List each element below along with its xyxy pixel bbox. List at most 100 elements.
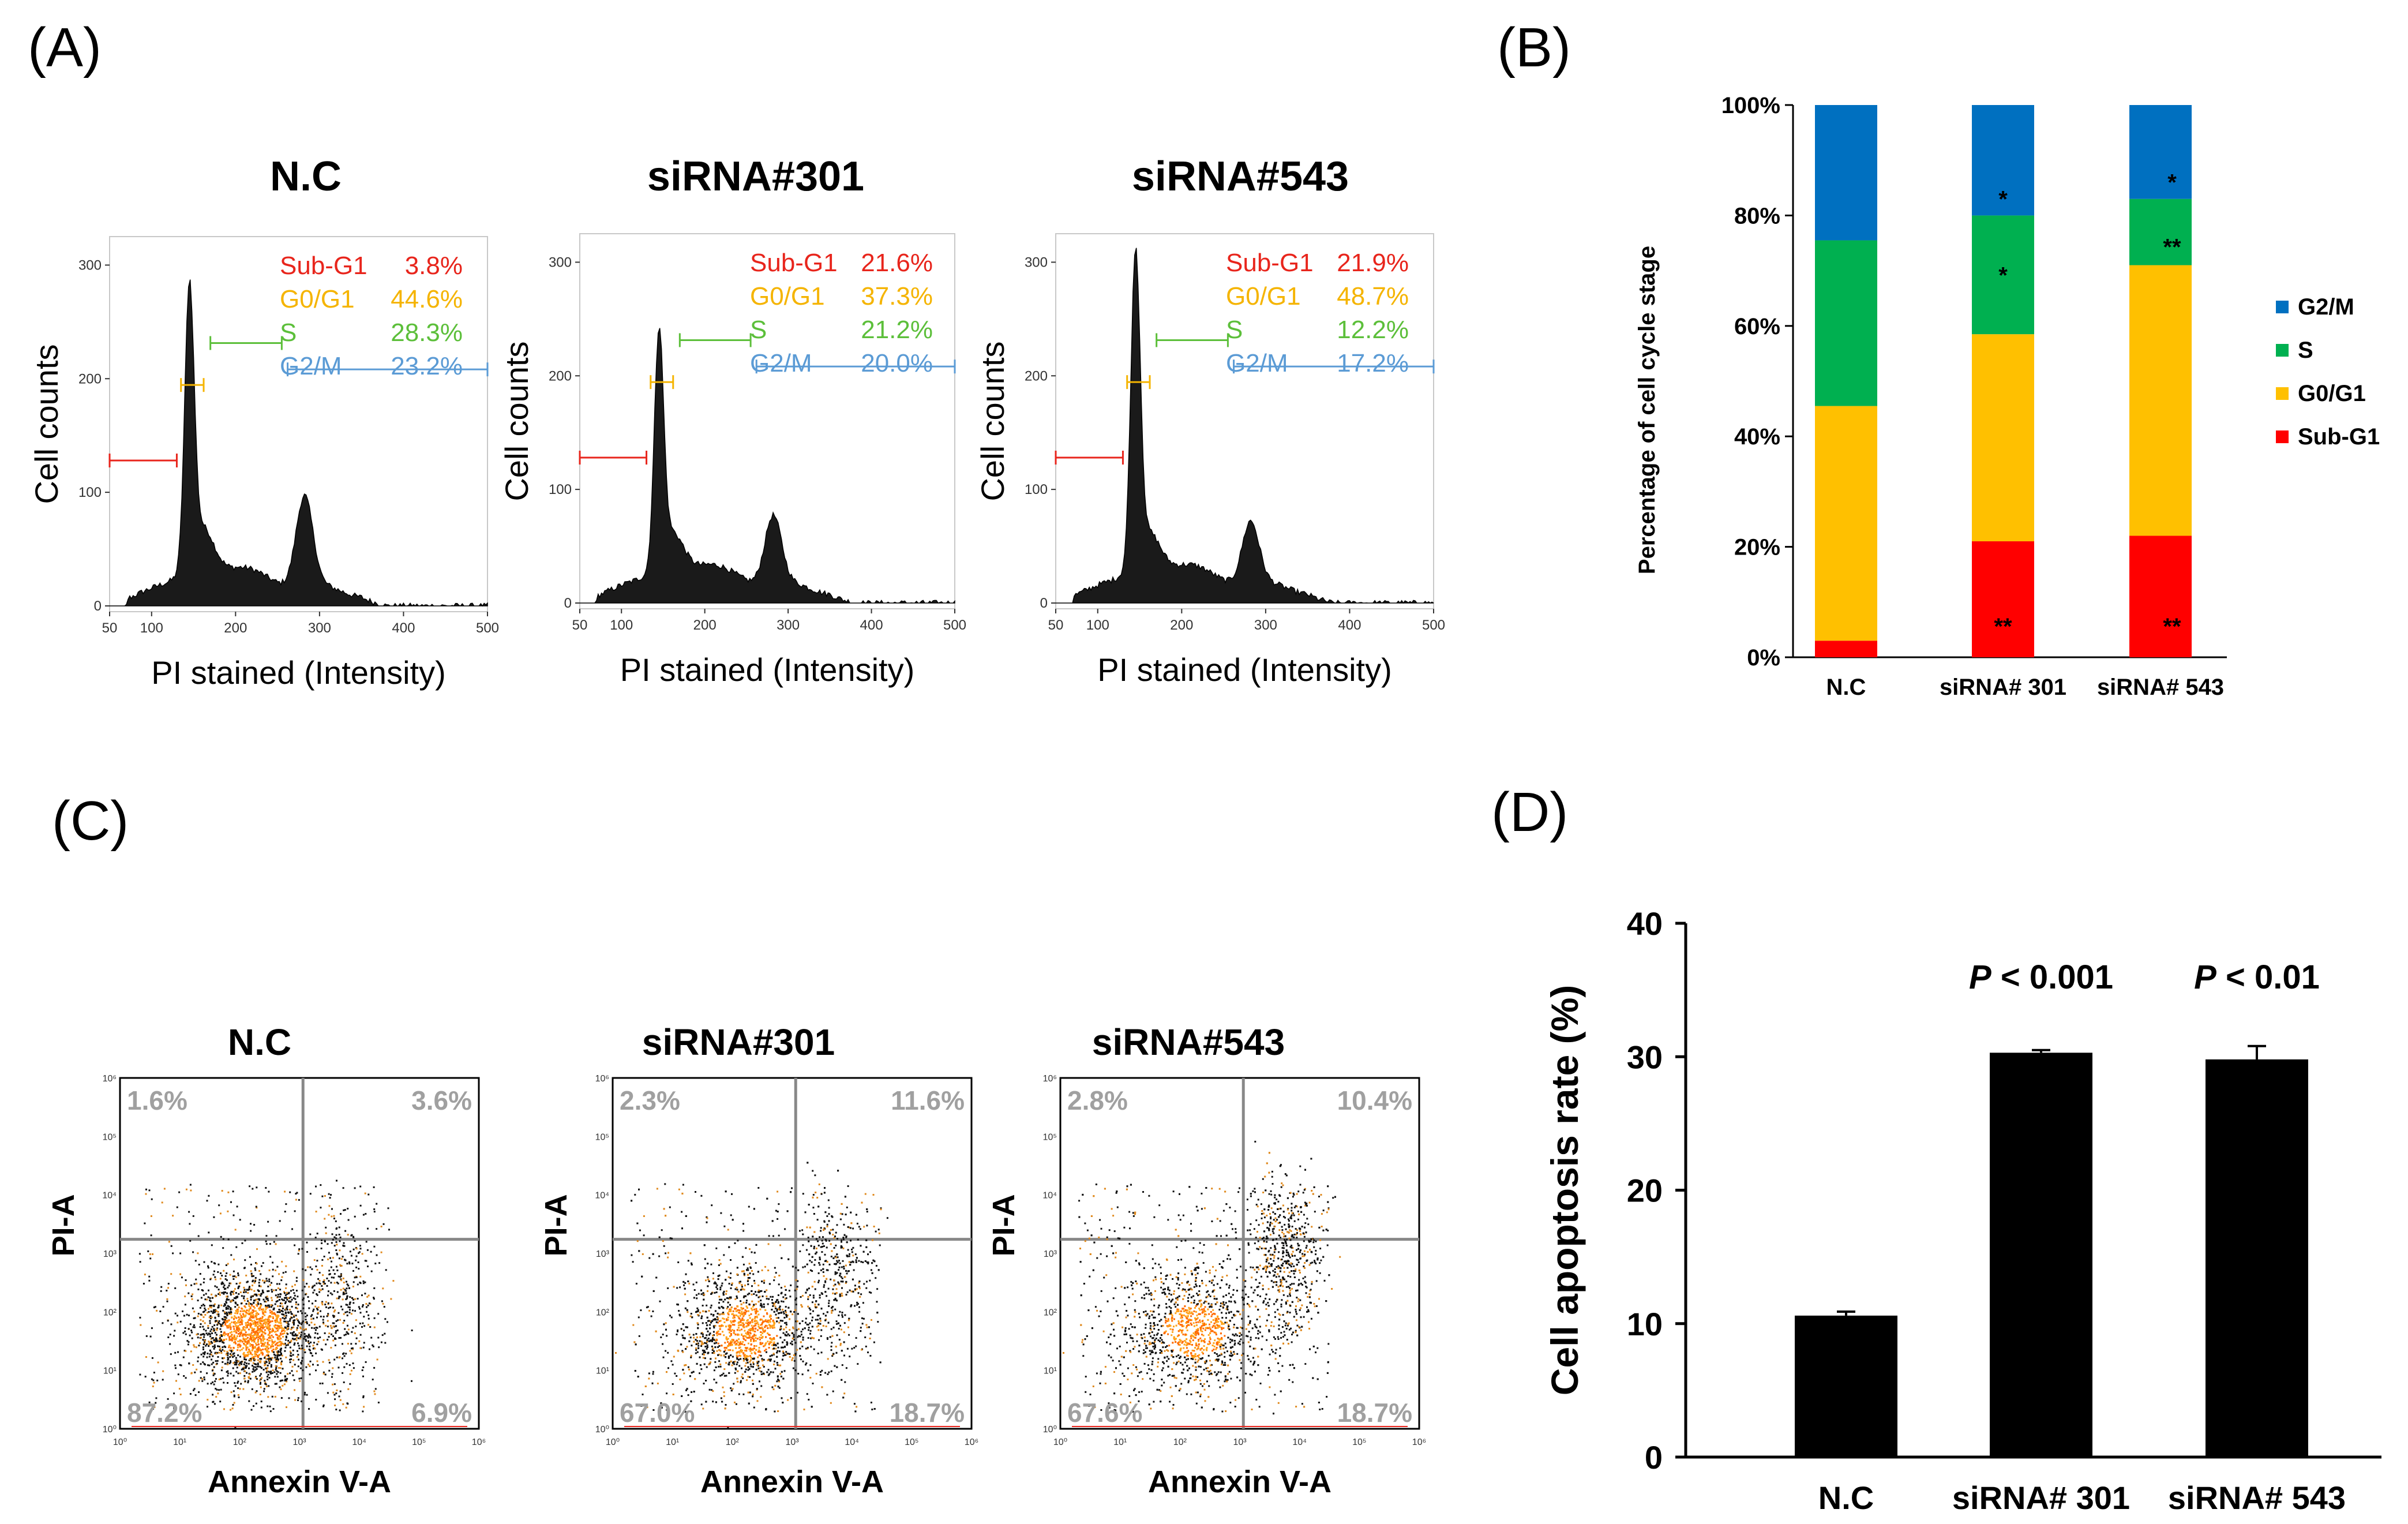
scatter-point [683,1284,685,1286]
scatter-point [275,1343,277,1345]
scatter-point [245,1349,247,1351]
scatter-point [728,1372,730,1374]
scatter-point [849,1289,851,1291]
scatter-point [345,1406,347,1409]
scatter-point [262,1298,265,1301]
scatter-point [194,1371,196,1373]
scatter-point [727,1297,730,1300]
scatter-point [836,1224,838,1226]
scatter-point [209,1278,212,1280]
scatter-point [219,1294,221,1296]
scatter-point [242,1367,244,1369]
scatter-point [836,1272,838,1274]
scatter-point [740,1349,742,1351]
scatter-point [658,1255,661,1257]
scatter-point [790,1397,792,1399]
scatter-point [228,1349,231,1351]
scatter-point [285,1335,287,1338]
scatter-point [751,1270,753,1272]
scatter-point [283,1332,286,1334]
scatter-point [279,1336,281,1338]
scatter-point [705,1279,707,1282]
scatter-point [835,1320,838,1323]
scatter-point [666,1392,668,1395]
scatter-point [260,1352,262,1354]
scatter-point [269,1405,271,1407]
scatter-point [197,1235,200,1237]
scatter-point [693,1340,695,1343]
scatter-point [315,1211,317,1213]
scatter-point [732,1339,734,1341]
scatter-point [209,1330,212,1332]
x-tick-label: 50 [1048,617,1064,633]
scatter-point [297,1253,299,1255]
scatter-point [249,1312,252,1315]
scatter-point [752,1273,755,1275]
scatter-point [662,1240,664,1242]
scatter-point [286,1377,288,1380]
scatter-point [824,1253,826,1256]
quadrant-lower-left: 87.2% [127,1398,202,1428]
scatter-point [886,1217,888,1219]
scatter-point [355,1325,357,1328]
y-axis-label: Percentage of cell cycle stage [1634,246,1660,574]
scatter-point [268,1304,270,1306]
scatter-point [271,1331,273,1333]
scatter-point [153,1372,155,1374]
scatter-point [268,1280,271,1283]
scatter-point [280,1302,282,1305]
scatter-point [229,1335,231,1338]
scatter-point [865,1287,868,1289]
scatter-point [284,1380,286,1381]
scatter-point [209,1349,211,1351]
scatter-point [736,1297,738,1299]
scatter-point [343,1313,345,1315]
scatter-point [861,1201,863,1204]
y-tick-label: 300 [78,257,102,273]
scatter-point [850,1304,853,1306]
scatter-point [153,1406,156,1409]
scatter-point [861,1323,864,1325]
scatter-point [744,1312,747,1313]
scatter-point [638,1250,640,1252]
scatter-point [231,1308,233,1310]
scatter-point [256,1312,258,1314]
scatter-point [281,1330,283,1332]
scatter-point [253,1302,255,1304]
scatter-point [773,1343,775,1345]
scatter-point [268,1356,271,1358]
scatter-point [733,1383,735,1385]
scatter-point [728,1361,730,1364]
scatter-point [306,1241,308,1244]
scatter-point [290,1290,292,1292]
x-axis-label: PI stained (Intensity) [151,654,445,691]
scatter-point [706,1304,708,1306]
scatter-point [818,1339,820,1341]
scatter-point [276,1376,279,1378]
scatter-point [766,1289,768,1291]
scatter-point [187,1343,189,1346]
scatter-point [255,1324,257,1327]
scatter-point [211,1305,213,1306]
scatter-point [261,1316,264,1318]
scatter-point [257,1356,259,1358]
scatter-point [784,1285,786,1287]
y-tick-label: 10⁵ [103,1132,117,1142]
scatter-point [764,1320,766,1323]
scatter-point [764,1345,766,1346]
scatter-point [263,1326,265,1328]
scatter-point [736,1377,738,1380]
scatter-point [806,1393,808,1395]
scatter-point [633,1341,636,1343]
scatter-point [309,1233,312,1235]
scatter-point [338,1337,340,1339]
scatter-point [367,1193,370,1196]
scatter-point [279,1220,281,1222]
scatter-point [169,1334,171,1336]
scatter-point [266,1347,268,1349]
scatter-point [846,1241,848,1244]
scatter-point [237,1312,239,1313]
scatter-point [767,1340,769,1343]
scatter-point [717,1319,719,1321]
scatter-point [745,1295,747,1297]
